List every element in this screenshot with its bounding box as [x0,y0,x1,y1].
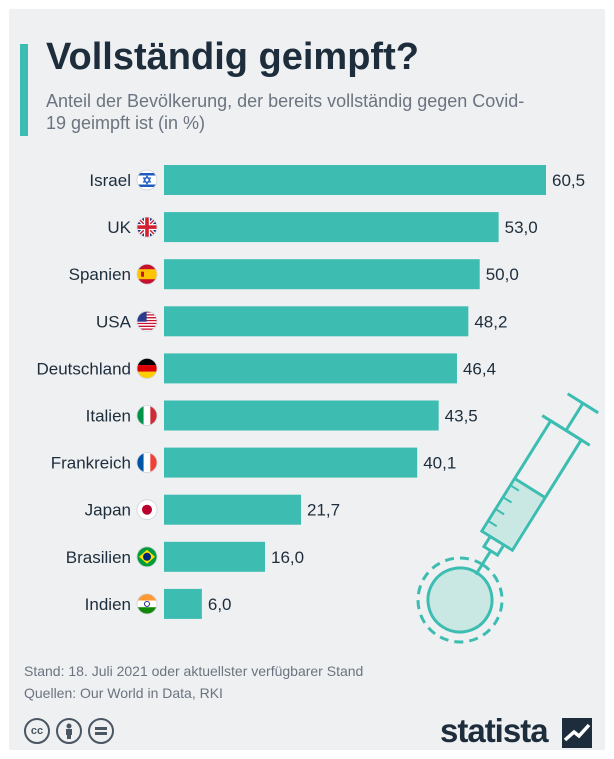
category-label: Deutschland [36,359,131,378]
value-label: 16,0 [271,548,304,567]
israel-flag-icon [136,169,158,191]
value-label: 53,0 [505,218,538,237]
uk-flag-icon [136,216,158,238]
france-flag-icon [136,452,158,474]
bar [164,541,266,572]
nd-icon[interactable] [88,718,114,744]
bar [164,353,457,384]
value-label: 21,7 [307,501,340,520]
bar [164,212,499,243]
value-label: 46,4 [463,359,496,378]
category-label: Indien [85,595,131,614]
chart-subtitle: Anteil der Bevölkerung, der bereits voll… [46,91,525,133]
bar [164,588,202,619]
category-label: USA [96,312,132,331]
license-icons: cc [24,718,114,744]
spain-flag-icon [136,263,158,285]
by-icon[interactable] [56,718,82,744]
value-label: 43,5 [445,407,478,426]
india-flag-icon [136,593,158,615]
bar [164,494,302,525]
category-label: Frankreich [51,454,131,473]
japan-flag-icon [136,499,158,521]
brazil-flag-icon [136,546,158,568]
value-label: 6,0 [208,595,232,614]
bar [164,400,439,431]
value-label: 48,2 [474,312,507,331]
bar [164,306,469,337]
category-label: Japan [85,501,131,520]
statista-logo-mark-icon [562,718,592,748]
footer-notes: Stand: 18. Juli 2021 oder aktuellster ve… [24,660,363,704]
syringe-illustration [416,392,600,644]
footer-stand: Stand: 18. Juli 2021 oder aktuellster ve… [24,663,364,679]
bar [164,447,418,478]
value-label: 40,1 [423,454,456,473]
category-label: Israel [89,171,131,190]
statista-logo[interactable]: statista [440,712,549,749]
italy-flag-icon [136,405,158,426]
germany-flag-icon [136,357,158,379]
chart-title: Vollständig geimpft? [46,36,419,78]
category-label: Italien [86,407,131,426]
bar [164,165,546,195]
usa-flag-icon [136,310,158,332]
bar [164,259,480,290]
title-accent-bar [20,44,28,136]
value-label: 50,0 [486,265,519,284]
footer-sources: Quellen: Our World in Data, RKI [24,685,223,701]
category-label: Brasilien [66,548,131,567]
value-label: 60,5 [552,171,585,190]
category-label: Spanien [69,265,131,284]
category-label: UK [107,218,131,237]
cc-icon[interactable]: cc [24,718,50,744]
